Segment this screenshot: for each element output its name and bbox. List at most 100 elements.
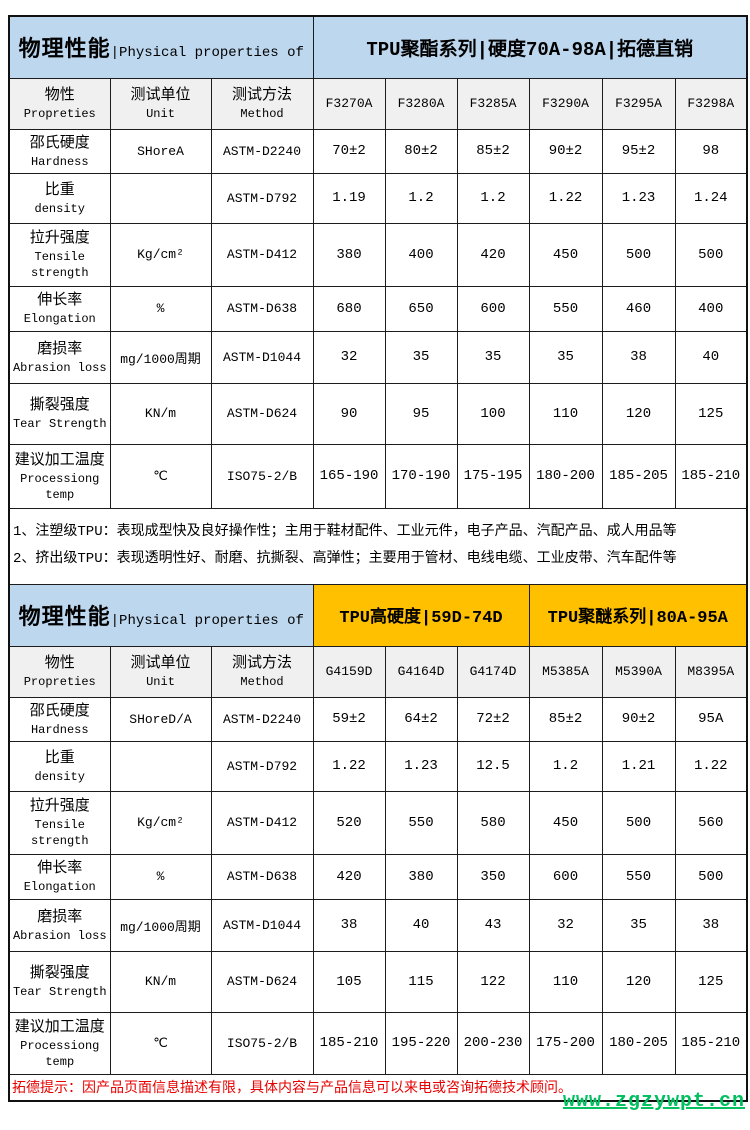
model-header: G4159D <box>312 645 386 698</box>
property-cell: 撕裂强度 Tear Strength <box>8 950 111 1013</box>
value-cell: 1.2 <box>384 172 458 224</box>
property-cell: 邵氏硬度 Hardness <box>8 128 111 174</box>
unit-cell: % <box>109 853 212 900</box>
model-header: M5390A <box>601 645 676 698</box>
value-cell: 200-230 <box>456 1011 530 1075</box>
property-en: Tensile strength <box>30 818 89 848</box>
unit-cell: KN/m <box>109 950 212 1013</box>
note-line-1: 1、注塑级TPU：表现成型快及良好操作性；主用于鞋材配件、工业元件，电子产品、汽… <box>13 524 677 540</box>
value-cell: 32 <box>528 898 603 952</box>
table1-title-left: 物理性能|Physical properties of <box>8 15 314 79</box>
value-cell: 1.23 <box>601 172 676 224</box>
footer-note-text: 拓德提示：因产品页面信息描述有限，具体内容与产品信息可以来电或咨询拓德技术顾问。 <box>12 1081 572 1098</box>
table1-title-en: |Physical properties of <box>110 45 304 62</box>
method-cell: ASTM-D2240 <box>210 128 314 174</box>
unit-cell: Kg/cm² <box>109 222 212 287</box>
table-row: 邵氏硬度 Hardness SHoreA ASTM-D2240 70±2 80±2 85±2… <box>8 128 748 174</box>
value-cell: 122 <box>456 950 530 1013</box>
table-row: 撕裂强度 Tear Strength KN/m ASTM-D624 90 95 100 110… <box>8 382 748 445</box>
property-en: Abrasion loss <box>12 928 107 943</box>
value-cell: 170-190 <box>384 443 458 509</box>
value-cell: 550 <box>528 285 603 332</box>
column-header-en: Propreties <box>23 674 96 689</box>
value-cell: 1.2 <box>528 740 603 792</box>
table-row: 比重 density ASTM-D792 1.22 1.23 12.5 1.2 1.21 1.2… <box>8 740 748 792</box>
value-cell: 35 <box>456 330 530 384</box>
column-header-en: Method <box>240 106 284 121</box>
table2-title-left: 物理性能|Physical properties of <box>8 583 314 647</box>
notes-cell: 1、注塑级TPU：表现成型快及良好操作性；主用于鞋材配件、工业元件，电子产品、汽… <box>8 507 748 585</box>
value-cell: 38 <box>674 898 748 952</box>
value-cell: 400 <box>674 285 748 332</box>
column-header-en: Method <box>240 674 284 689</box>
value-cell: 32 <box>312 330 386 384</box>
note-line-2: 2、挤出级TPU：表现透明性好、耐磨、抗撕裂、高弹性；主要用于管材、电线电缆、工… <box>13 551 677 567</box>
property-en: Elongation <box>23 880 96 894</box>
table2-title-en: |Physical properties of <box>110 613 304 629</box>
value-cell: 400 <box>384 222 458 287</box>
value-cell: 59±2 <box>312 696 386 742</box>
unit-cell: ℃ <box>109 443 212 509</box>
property-cell: 建议加工温度 Processiong temp <box>8 1011 111 1075</box>
value-cell: 70±2 <box>312 128 386 174</box>
table-row: 磨损率 Abrasion loss mg/1000周期 ASTM-D1044 38 40 4… <box>8 898 748 952</box>
table2-title-mid: TPU高硬度|59D-74D <box>312 583 530 647</box>
method-cell: ASTM-D638 <box>210 285 314 332</box>
value-cell: 560 <box>674 790 748 855</box>
property-cell: 比重 density <box>8 740 111 792</box>
value-cell: 520 <box>312 790 386 855</box>
value-cell: 95±2 <box>601 128 676 174</box>
table-row: 伸长率 Elongation% ASTM-D638 420 380 350 600 550 50… <box>8 853 748 900</box>
method-cell: ISO75-2/B <box>210 443 314 509</box>
value-cell: 1.22 <box>528 172 603 224</box>
value-cell: 380 <box>384 853 458 900</box>
model-header: G4174D <box>456 645 530 698</box>
table2-title-right: TPU聚醚系列|80A-95A <box>528 583 748 647</box>
value-cell: 500 <box>601 222 676 287</box>
watermark-url: www.zgzywpt.cn <box>562 1090 745 1113</box>
property-cell: 磨损率 Abrasion loss <box>8 898 111 952</box>
property-zh: 伸长率 <box>37 292 83 309</box>
value-cell: 100 <box>456 382 530 445</box>
value-cell: 1.19 <box>312 172 386 224</box>
method-cell: ASTM-D792 <box>210 740 314 792</box>
value-cell: 95A <box>674 696 748 742</box>
table1-title-zh: 物理性能 <box>18 38 111 64</box>
property-cell: 磨损率 Abrasion loss <box>8 330 111 384</box>
property-cell: 拉升强度 Tensile strength <box>8 222 111 287</box>
value-cell: 1.21 <box>601 740 676 792</box>
value-cell: 420 <box>456 222 530 287</box>
model-header: F3270A <box>312 77 386 130</box>
column-header: 物性 Propreties <box>8 645 111 698</box>
property-en: Elongation <box>23 312 96 326</box>
table1-column-header-row: 物性 Propreties 测试单位 Unit 测试方法 Method F3270A F328… <box>8 77 748 130</box>
value-cell: 90 <box>312 382 386 445</box>
table1-header-section: 物理性能|Physical properties of TPU聚酯系列|硬度70… <box>8 15 748 130</box>
property-cell: 撕裂强度 Tear Strength <box>8 382 111 445</box>
model-header: F3280A <box>384 77 458 130</box>
property-zh: 拉升强度 <box>29 230 90 247</box>
value-cell: 500 <box>601 790 676 855</box>
method-cell: ASTM-D412 <box>210 790 314 855</box>
notes-row: 1、注塑级TPU：表现成型快及良好操作性；主用于鞋材配件、工业元件，电子产品、汽… <box>8 507 748 585</box>
value-cell: 38 <box>312 898 386 952</box>
method-cell: ASTM-D624 <box>210 382 314 445</box>
table2-column-header-row: 物性 Propreties 测试单位 Unit 测试方法 Method G4159D G416… <box>8 645 748 698</box>
unit-cell <box>109 172 212 224</box>
value-cell: 1.22 <box>312 740 386 792</box>
value-cell: 600 <box>528 853 603 900</box>
value-cell: 650 <box>384 285 458 332</box>
value-cell: 1.23 <box>384 740 458 792</box>
value-cell: 35 <box>384 330 458 384</box>
method-cell: ASTM-D1044 <box>210 898 314 952</box>
value-cell: 185-205 <box>601 443 676 509</box>
property-zh: 建议加工温度 <box>14 451 105 469</box>
value-cell: 43 <box>456 898 530 952</box>
value-cell: 185-210 <box>674 1011 748 1075</box>
property-en: Tear Strength <box>12 417 107 431</box>
footer-section: 拓德提示：因产品页面信息描述有限，具体内容与产品信息可以来电或咨询拓德技术顾问。 <box>8 1073 748 1102</box>
value-cell: 125 <box>674 382 748 445</box>
value-cell: 175-200 <box>528 1011 603 1075</box>
table-row: 拉升强度 Tensile strength Kg/cm² ASTM-D412 380 40… <box>8 222 748 287</box>
